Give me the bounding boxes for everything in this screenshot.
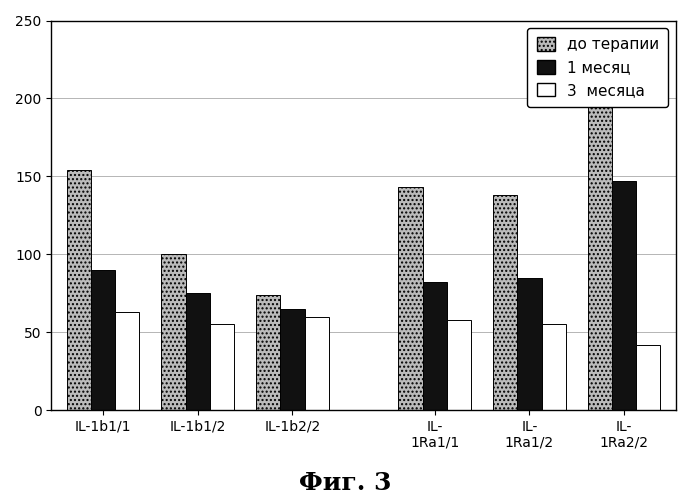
Bar: [446, 320, 471, 410]
Bar: [399, 187, 423, 410]
Bar: [186, 293, 209, 410]
Text: Фиг. 3: Фиг. 3: [299, 471, 392, 495]
Bar: [588, 103, 612, 410]
Bar: [256, 295, 281, 410]
Legend: до терапии, 1 месяц, 3  месяца: до терапии, 1 месяц, 3 месяца: [527, 28, 668, 107]
Bar: [91, 270, 115, 410]
Bar: [423, 282, 446, 410]
Bar: [542, 324, 566, 410]
Bar: [66, 170, 91, 410]
Bar: [518, 278, 542, 410]
Bar: [281, 309, 305, 410]
Bar: [305, 316, 329, 410]
Bar: [636, 344, 661, 410]
Bar: [162, 254, 186, 410]
Bar: [493, 195, 518, 410]
Bar: [612, 181, 636, 410]
Bar: [115, 312, 139, 410]
Bar: [209, 324, 234, 410]
